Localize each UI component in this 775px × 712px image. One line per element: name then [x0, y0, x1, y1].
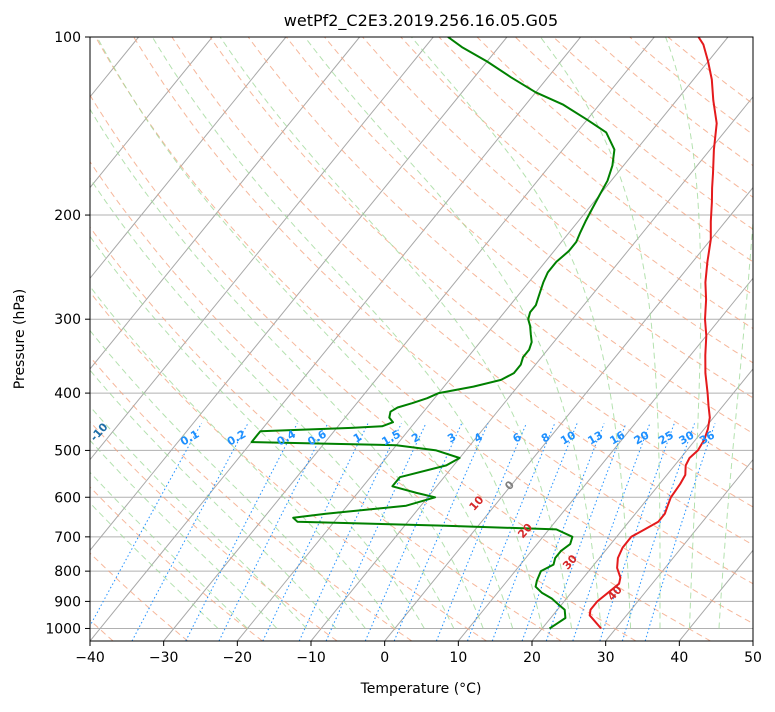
x-tick-label: 40 — [670, 650, 688, 666]
x-tick-label: 50 — [744, 650, 762, 666]
y-axis-label: Pressure (hPa) — [12, 289, 28, 389]
x-tick-label: −20 — [223, 650, 253, 666]
x-tick-label: 30 — [597, 650, 615, 666]
x-tick-label: −40 — [75, 650, 105, 666]
x-tick-label: 10 — [449, 650, 467, 666]
x-tick-label: −10 — [296, 650, 326, 666]
y-tick-label: 500 — [54, 443, 81, 459]
y-tick-label: 700 — [54, 530, 81, 546]
y-tick-label: 600 — [54, 490, 81, 506]
y-tick-label: 300 — [54, 312, 81, 328]
y-tick-label: 400 — [54, 386, 81, 402]
y-tick-label: 800 — [54, 564, 81, 580]
x-axis-label: Temperature (°C) — [360, 681, 482, 697]
x-tick-label: −30 — [149, 650, 179, 666]
y-tick-label: 100 — [54, 30, 81, 46]
x-tick-label: 0 — [380, 650, 389, 666]
y-tick-label: 200 — [54, 208, 81, 224]
y-tick-label: 900 — [54, 594, 81, 610]
y-tick-label: 1000 — [45, 621, 81, 637]
chart-title: wetPf2_C2E3.2019.256.16.05.G05 — [284, 11, 558, 31]
x-tick-label: 20 — [523, 650, 541, 666]
